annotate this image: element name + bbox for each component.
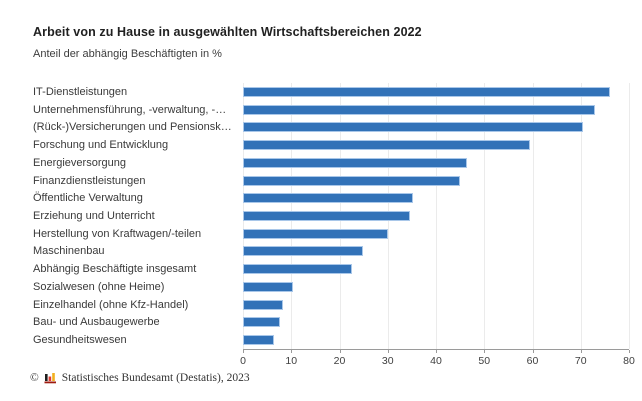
bar [243,104,596,115]
bar [243,140,531,151]
category-label: Energieversorgung [33,156,126,169]
gridline-x-50 [484,83,486,349]
gridline-x-70 [580,83,582,349]
x-tick-label: 30 [381,355,394,367]
category-label: Bau- und Ausbaugewerbe [33,316,160,329]
category-label: Herstellung von Kraftwagen/-teilen [33,227,202,240]
x-tick-label: 0 [240,355,246,367]
category-label: Unternehmensführung, -verwaltung, -… [33,103,227,116]
bar [243,175,460,186]
category-label: Gesundheitswesen [33,334,127,347]
chart-title: Arbeit von zu Hause in ausgewählten Wirt… [33,25,422,39]
bar [243,122,583,133]
category-label: Finanzdienstleistungen [33,174,146,187]
category-label: Erziehung und Unterricht [33,209,155,222]
category-label: (Rück-)Versicherungen und Pensionsk… [33,121,232,134]
bar [243,335,274,346]
chart-subtitle: Anteil der abhängig Beschäftigten in % [33,48,222,60]
x-tick-mark [580,350,582,353]
source-text: Statistisches Bundesamt (Destatis), 2023 [61,371,250,384]
bar [243,264,353,275]
x-tick-label: 60 [526,355,539,367]
x-tick-mark [629,350,630,353]
destatis-bar-chart-logo-icon [44,373,56,384]
bar [243,228,388,239]
x-tick-mark [532,350,534,353]
gridline-x-40 [436,83,437,349]
category-label: Maschinenbau [33,245,105,258]
x-tick-mark [387,350,389,353]
plot-area: 0 10 20 30 40 50 60 70 80 [240,83,635,367]
category-label: Forschung und Entwicklung [33,139,169,152]
x-tick-label: 50 [478,355,491,367]
bar [243,157,467,168]
source-note: © Statistisches Bundesamt (Destatis), 20… [30,371,250,384]
category-label: Sozialwesen (ohne Heime) [33,280,165,293]
bar [243,193,414,204]
copyright-symbol: © [30,371,39,384]
x-tick-label: 40 [430,355,442,367]
x-tick-mark [436,350,437,353]
bar [243,317,281,328]
category-label: Öffentliche Verwaltung [33,192,143,205]
x-tick-mark [291,350,293,353]
x-tick-label: 10 [285,355,298,367]
bar [243,246,363,257]
bar [243,299,284,310]
category-label: Einzelhandel (ohne Kfz-Handel) [33,298,189,311]
x-tick-mark [339,350,341,353]
gridline-x-60 [532,83,534,349]
category-labels: IT-Dienstleistungen Unternehmensführung, … [33,83,235,349]
x-tick-label: 70 [574,355,587,367]
x-tick-mark [484,350,486,353]
gridline-x-80 [629,83,630,349]
category-label: IT-Dienstleistungen [33,85,128,98]
x-tick-mark [243,350,244,353]
x-tick-label: 80 [623,355,635,367]
bar [243,86,610,97]
category-label: Abhängig Beschäftigte insgesamt [33,263,197,276]
x-tick-label: 20 [333,355,346,367]
bar [243,281,293,292]
bar [243,211,410,221]
